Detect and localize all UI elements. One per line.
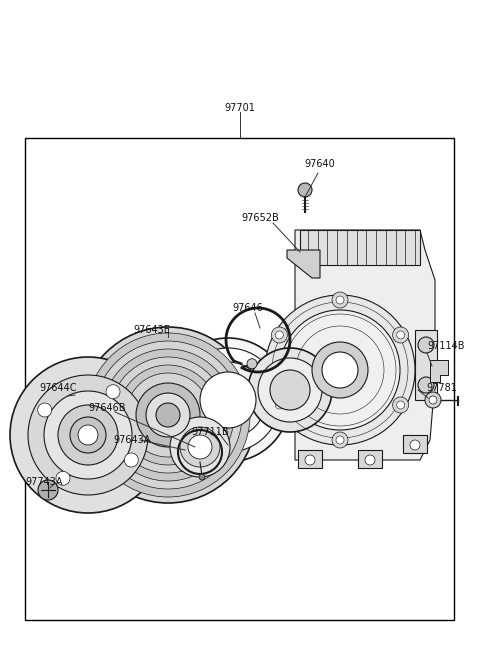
Polygon shape xyxy=(295,230,435,460)
Circle shape xyxy=(271,327,288,343)
Circle shape xyxy=(393,327,408,343)
Circle shape xyxy=(86,333,250,497)
Circle shape xyxy=(199,474,205,480)
Circle shape xyxy=(276,401,283,409)
Circle shape xyxy=(322,352,358,388)
Circle shape xyxy=(305,455,315,465)
Circle shape xyxy=(247,359,257,369)
Circle shape xyxy=(58,405,118,465)
Circle shape xyxy=(280,310,400,430)
Bar xyxy=(25,138,454,620)
Circle shape xyxy=(265,295,415,445)
Circle shape xyxy=(110,357,226,473)
Circle shape xyxy=(102,349,234,481)
Circle shape xyxy=(271,397,288,413)
Circle shape xyxy=(180,427,220,467)
Bar xyxy=(403,435,427,453)
Bar xyxy=(358,450,382,468)
Circle shape xyxy=(38,403,52,417)
Polygon shape xyxy=(430,360,448,382)
Circle shape xyxy=(418,377,434,393)
Circle shape xyxy=(80,327,256,503)
Circle shape xyxy=(190,362,266,438)
Circle shape xyxy=(276,331,283,339)
Circle shape xyxy=(146,393,190,437)
Circle shape xyxy=(298,183,312,197)
Circle shape xyxy=(336,296,344,304)
Text: 97643E: 97643E xyxy=(133,325,170,335)
Text: 97646B: 97646B xyxy=(88,403,126,413)
Circle shape xyxy=(336,436,344,444)
Bar xyxy=(415,330,437,400)
Circle shape xyxy=(136,383,200,447)
Text: 97743A: 97743A xyxy=(25,477,63,487)
Circle shape xyxy=(10,357,166,513)
Text: 97640: 97640 xyxy=(305,159,336,169)
Circle shape xyxy=(425,392,441,408)
Circle shape xyxy=(396,331,405,339)
Circle shape xyxy=(270,370,310,410)
Bar xyxy=(298,450,322,468)
Circle shape xyxy=(156,403,180,427)
Circle shape xyxy=(410,440,420,450)
Circle shape xyxy=(56,471,70,485)
Circle shape xyxy=(28,375,148,495)
Circle shape xyxy=(258,358,322,422)
Text: 97652B: 97652B xyxy=(241,213,279,223)
Circle shape xyxy=(332,292,348,308)
Text: 97711B: 97711B xyxy=(191,427,229,437)
Circle shape xyxy=(106,384,120,399)
Circle shape xyxy=(38,480,58,500)
Circle shape xyxy=(188,435,212,459)
Circle shape xyxy=(176,348,280,452)
Circle shape xyxy=(166,338,290,462)
Polygon shape xyxy=(287,250,320,278)
Circle shape xyxy=(170,417,230,477)
Circle shape xyxy=(126,373,210,457)
Text: 97643A: 97643A xyxy=(113,435,151,445)
Text: 97781: 97781 xyxy=(427,383,457,393)
Circle shape xyxy=(312,342,368,398)
Circle shape xyxy=(118,365,218,465)
Circle shape xyxy=(78,425,98,445)
Circle shape xyxy=(418,337,434,353)
Circle shape xyxy=(124,453,138,467)
Circle shape xyxy=(396,401,405,409)
Text: 97644C: 97644C xyxy=(39,383,77,393)
Circle shape xyxy=(44,391,132,479)
Circle shape xyxy=(200,372,256,428)
Circle shape xyxy=(429,396,437,404)
Circle shape xyxy=(94,341,242,489)
Circle shape xyxy=(393,397,408,413)
Polygon shape xyxy=(300,230,420,265)
Circle shape xyxy=(70,417,106,453)
Circle shape xyxy=(365,455,375,465)
Text: 97646: 97646 xyxy=(233,303,264,313)
Circle shape xyxy=(332,432,348,448)
Circle shape xyxy=(248,348,332,432)
Text: 97701: 97701 xyxy=(225,103,255,113)
Text: 97114B: 97114B xyxy=(427,341,465,351)
